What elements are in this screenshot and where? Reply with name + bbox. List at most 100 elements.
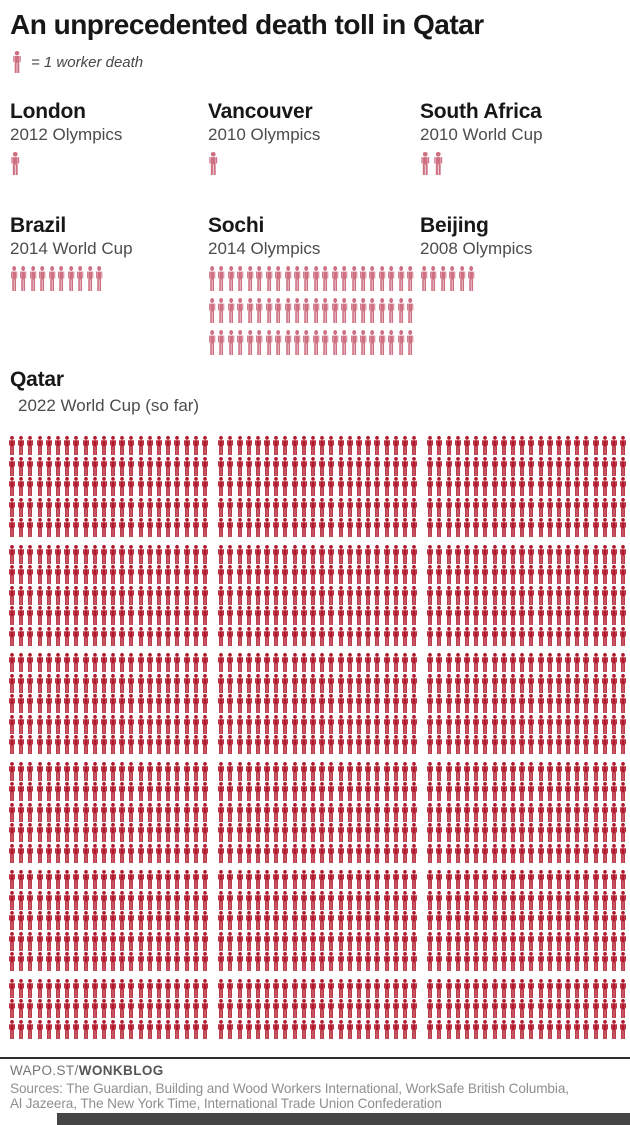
person-icon [427,761,434,781]
person-icon [128,436,135,455]
person-icon [482,761,489,781]
person-icon [310,978,316,998]
city-name: London [10,100,86,123]
person-icon [209,330,216,355]
figure-block [8,843,210,863]
person-icon [236,673,243,693]
person-icon [264,931,271,951]
person-icon [165,735,172,754]
person-icon [183,911,190,930]
person-icon [54,735,61,754]
person-icon [509,477,516,496]
person-icon [473,544,480,564]
person-icon [509,436,516,455]
person-icon [192,653,199,672]
person-icon [331,266,338,291]
person-icon [383,999,390,1018]
person-icon [45,606,52,625]
person-icon [128,782,135,801]
person-icon [365,477,372,496]
city-name: South Africa [420,100,542,123]
person-icon [282,802,289,822]
person-icon [374,1019,381,1039]
person-icon [436,931,443,951]
person-icon [401,978,408,998]
person-icon [427,673,434,693]
person-icon [401,653,408,672]
person-icon [174,999,181,1018]
person-icon [18,714,25,734]
person-icon [156,694,162,713]
person-icon [119,565,126,584]
person-icon [310,782,316,801]
person-icon [473,653,480,672]
person-icon [328,565,335,584]
person-icon [128,999,135,1018]
person-icon [565,518,572,537]
person-icon [100,931,107,951]
person-icon [454,978,461,998]
person-icon [592,761,599,781]
person-icon [218,626,225,646]
person-icon [337,565,344,584]
wonkblog-brand: WAPO.ST/WONKBLOG [10,1063,164,1078]
person-icon [300,626,307,646]
person-icon [137,802,144,822]
person-icon [482,843,489,863]
person-icon [91,782,98,801]
person-icon [218,735,225,754]
person-icon [365,518,372,537]
person-icon [519,978,526,998]
person-icon [509,714,516,734]
person-icon [192,626,199,646]
person-icon [337,952,344,971]
person-icon [537,714,544,734]
person-icon [427,843,434,863]
person-icon [245,823,252,842]
person-icon [509,694,516,713]
person-icon [64,952,71,971]
person-icon [383,890,390,910]
person-icon [565,843,572,863]
person-icon [45,870,52,889]
person-icon [273,890,280,910]
person-icon [411,673,418,693]
person-icon [282,870,289,889]
person-icon [482,1019,489,1039]
person-icon [82,436,89,455]
person-icon [436,477,443,496]
person-icon [9,978,15,998]
person-icon [383,843,390,863]
person-icon [273,673,280,693]
person-icon [192,606,199,625]
person-icon [291,802,298,822]
person-icon [156,761,162,781]
person-icon [355,606,362,625]
person-icon [174,843,181,863]
person-icon [519,735,526,754]
person-icon [110,843,117,863]
person-icon [183,1019,190,1039]
person-icon [601,823,608,842]
person-icon [355,870,362,889]
person-icon [45,761,52,781]
person-icon [355,911,362,930]
person-icon [156,1019,162,1039]
person-icon [565,477,572,496]
person-icon [201,735,208,754]
person-icon [473,999,480,1018]
person-icon [374,911,381,930]
person-icon [137,823,144,842]
person-icon [54,890,61,910]
person-icon [73,761,80,781]
person-icon [392,694,399,713]
person-icon [254,999,261,1018]
person-icon [110,606,117,625]
person-icon [119,823,126,842]
person-icon [300,890,307,910]
person-icon [218,843,225,863]
person-icon [291,823,298,842]
person-icon [100,653,107,672]
city-name: Brazil [10,214,66,237]
person-icon [464,518,470,537]
